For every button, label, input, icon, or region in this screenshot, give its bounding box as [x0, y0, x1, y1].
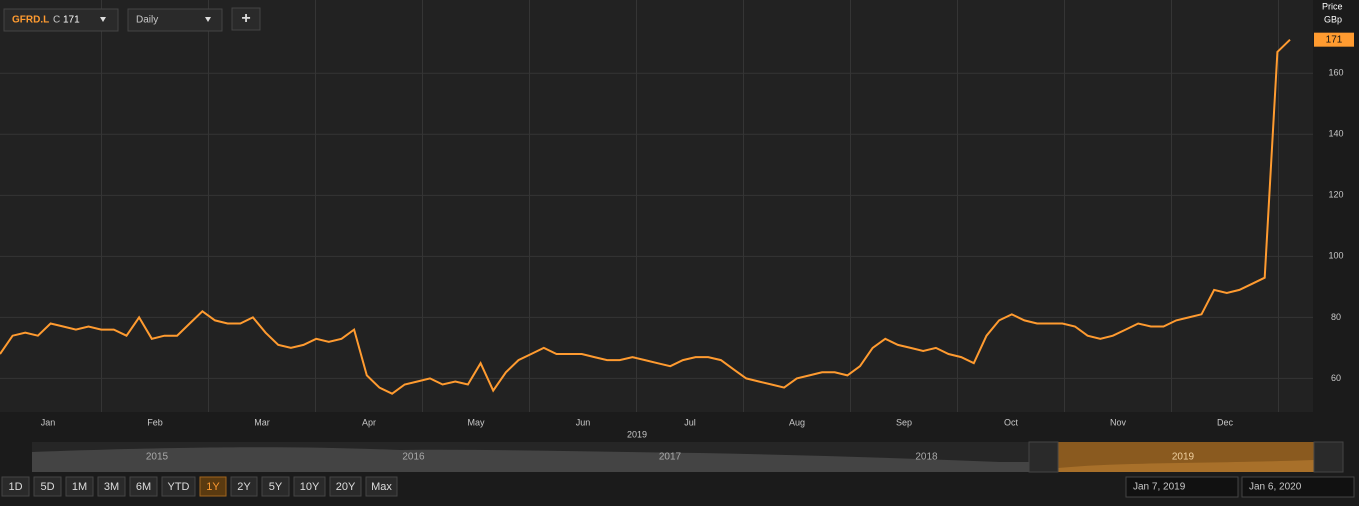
x-tick-label: Oct — [1004, 417, 1019, 427]
x-tick-label: Nov — [1110, 417, 1127, 427]
range-label: 1D — [8, 481, 22, 493]
range-label: YTD — [168, 481, 190, 493]
x-tick-label: Apr — [362, 417, 376, 427]
range-label: 20Y — [336, 481, 356, 493]
y-tick-label: 160 — [1328, 68, 1343, 78]
x-tick-label: Feb — [147, 417, 163, 427]
price-line — [0, 38, 1291, 395]
plot — [0, 38, 1291, 395]
add-button[interactable] — [231, 7, 261, 31]
grid — [0, 0, 1313, 412]
range-button[interactable] — [329, 476, 362, 497]
y-tick-label: 80 — [1331, 312, 1341, 322]
x-tick-label: May — [467, 417, 485, 427]
range-button[interactable] — [129, 476, 158, 497]
range-button[interactable] — [1, 476, 30, 497]
close-label: C — [53, 15, 60, 26]
range-button[interactable] — [230, 476, 258, 497]
range-button[interactable] — [293, 476, 326, 497]
x-group-label: 2019 — [627, 429, 647, 439]
range-label: Max — [371, 481, 392, 493]
navigator-year: 2016 — [402, 452, 425, 463]
range-label: 1Y — [206, 481, 220, 493]
end-date-box[interactable] — [1241, 476, 1355, 498]
interval: Daily — [136, 15, 158, 26]
navigator-labels: 2015 2016 2017 2018 2019 — [146, 452, 1195, 463]
y-tick-label: 120 — [1328, 190, 1343, 200]
x-tick-label: Jul — [684, 417, 696, 427]
y-tick-label: 100 — [1328, 251, 1343, 261]
range-button[interactable] — [65, 476, 94, 497]
range-button[interactable] — [261, 476, 290, 497]
start-date-box[interactable] — [1125, 476, 1239, 498]
x-tick-label: Jan — [41, 417, 56, 427]
dropdown-arrow — [100, 17, 106, 22]
range-label: 2Y — [237, 481, 251, 493]
range-button[interactable] — [199, 476, 227, 497]
symbol-box[interactable] — [3, 8, 119, 32]
x-tick-label: Jun — [576, 417, 591, 427]
navigator-year: 2018 — [915, 452, 938, 463]
range-bar: 1D 5D 1M 3M 6M YTD 1Y 2Y 5Y 10Y 20Y Max — [1, 476, 398, 497]
range-button[interactable] — [97, 476, 126, 497]
navigator-handle[interactable] — [1028, 441, 1059, 473]
plot-area — [0, 0, 1313, 412]
range-label: 3M — [104, 481, 119, 493]
start-date: Jan 7, 2019 — [1133, 482, 1186, 493]
y-tick-label: 60 — [1331, 373, 1341, 383]
y-tick-label: 140 — [1328, 129, 1343, 139]
close-value: 171 — [63, 15, 80, 26]
y-unit: GBp — [1324, 14, 1342, 24]
last-price: 171 — [1326, 34, 1343, 45]
x-tick-label: Dec — [1217, 417, 1234, 427]
range-label: 5D — [40, 481, 54, 493]
symbol: GFRD.L — [12, 15, 49, 26]
x-tick-label: Mar — [254, 417, 270, 427]
range-label: 6M — [136, 481, 151, 493]
range-button[interactable] — [33, 476, 62, 497]
end-date: Jan 6, 2020 — [1249, 482, 1302, 493]
interval-box[interactable] — [127, 8, 223, 32]
range-button[interactable] — [365, 476, 398, 497]
navigator-area — [32, 447, 1058, 472]
dropdown-arrow — [205, 17, 211, 22]
navigator-handle[interactable] — [1313, 441, 1344, 473]
range-button[interactable] — [161, 476, 196, 497]
range-label: 1M — [72, 481, 87, 493]
navigator-year: 2019 — [1172, 452, 1195, 463]
range-label: 5Y — [269, 481, 283, 493]
navigator-selection-area — [1058, 460, 1314, 472]
x-tick-label: Aug — [789, 417, 805, 427]
navigator-year: 2015 — [146, 452, 169, 463]
y-label: Price — [1322, 1, 1343, 11]
last-price-tag — [1314, 32, 1354, 47]
x-tick-label: Sep — [896, 417, 912, 427]
add-label: + — [241, 10, 250, 27]
navigator-year: 2017 — [659, 452, 682, 463]
range-label: 10Y — [300, 481, 320, 493]
